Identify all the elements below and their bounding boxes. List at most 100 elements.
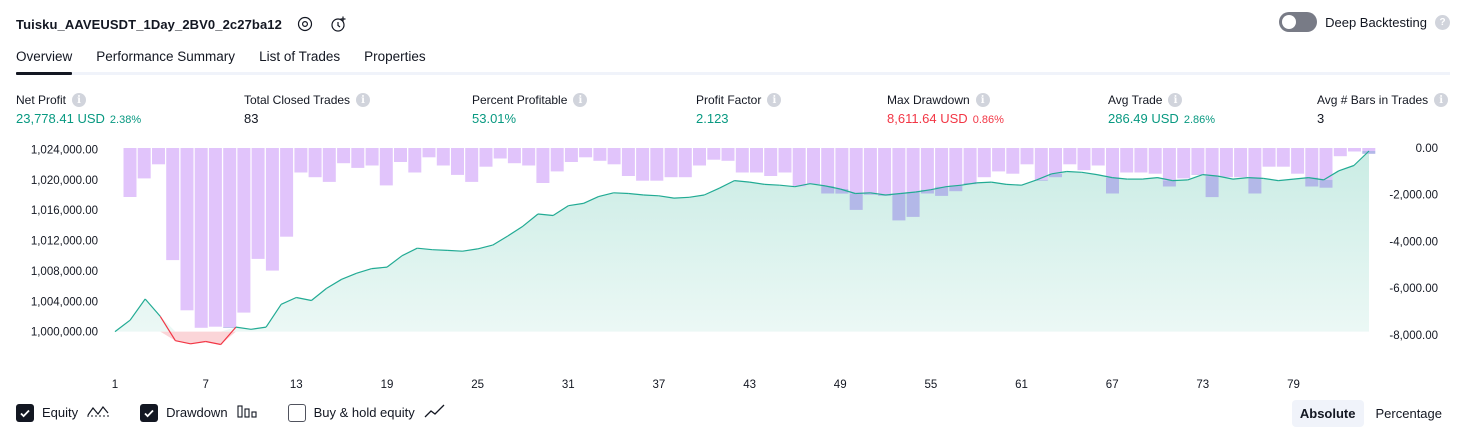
tab-properties[interactable]: Properties — [364, 49, 426, 64]
metric-percent: 0.86% — [972, 114, 1004, 126]
equity-line-segment — [114, 319, 131, 333]
equity-line-segment — [280, 296, 297, 305]
drawdown-bar — [550, 148, 564, 172]
drawdown-bar — [892, 148, 906, 194]
equity-line-segment — [598, 192, 614, 198]
settings-icon[interactable] — [294, 13, 316, 35]
drawdown-bar-overlap — [821, 185, 835, 194]
drawdown-bar — [408, 148, 422, 173]
equity-line-segment — [417, 247, 433, 251]
info-icon[interactable]: i — [72, 93, 87, 107]
equity-line-segment — [824, 185, 841, 190]
buy-hold-checkbox[interactable] — [287, 403, 306, 422]
right-axis-tick-label: -8,000.00 — [1389, 330, 1438, 342]
info-icon[interactable]: i — [767, 93, 782, 107]
drawdown-bar-overlap — [849, 193, 863, 210]
help-icon[interactable]: ? — [1435, 14, 1450, 30]
right-axis-tick-label: 0.00 — [1416, 143, 1438, 155]
equity-line-segment — [870, 192, 886, 196]
drawdown-bar-overlap — [920, 189, 934, 194]
drawdown-bar — [564, 148, 578, 162]
drawdown-bar — [280, 148, 294, 237]
legend-equity[interactable]: Equity — [16, 403, 110, 422]
legend-drawdown[interactable]: Drawdown — [140, 403, 257, 422]
metric-total-closed-trades: Total Closed Trades i 83 — [244, 93, 371, 126]
percentage-button[interactable]: Percentage — [1375, 406, 1443, 421]
equity-line-segment — [583, 196, 599, 204]
x-axis-tick-label: 61 — [1015, 379, 1028, 390]
toggle-knob — [1282, 15, 1297, 29]
legend-buy-hold[interactable]: Buy & hold equity — [287, 403, 447, 422]
equity-line-segment — [568, 202, 584, 207]
drawdown-bar-overlap — [1362, 151, 1376, 154]
info-icon[interactable]: i — [1168, 93, 1183, 107]
drawdown-bar — [1034, 148, 1048, 180]
equity-checkbox[interactable] — [16, 403, 34, 422]
tab-performance-summary[interactable]: Performance Summary — [96, 49, 236, 64]
drawdown-bar — [1205, 148, 1219, 177]
x-axis-tick-label: 25 — [471, 379, 484, 390]
info-icon[interactable]: i — [1434, 93, 1449, 107]
equity-line-segment — [1202, 174, 1218, 177]
strategy-title: Tuisku_AAVEUSDT_1Day_2BV0_2c27ba12 — [16, 16, 282, 32]
drawdown-bar — [1262, 148, 1276, 167]
equity-loss-area — [115, 331, 1369, 345]
equity-line-segment — [144, 298, 161, 317]
drawdown-bar — [1291, 148, 1305, 174]
deep-backtesting-toggle[interactable] — [1279, 12, 1318, 32]
left-axis-tick-label: 1,016,000.00 — [31, 205, 98, 217]
info-icon[interactable]: i — [975, 93, 990, 107]
drawdown-bar — [522, 148, 536, 166]
right-axis-tick-label: -2,000.00 — [1389, 190, 1438, 202]
metric-value: 286.49 USD — [1108, 111, 1179, 126]
equity-drawdown-chart: 1,024,000.00 1,020,000.00 1,016,000.00 1,01… — [31, 143, 1438, 390]
drawdown-bar — [906, 148, 920, 192]
x-axis-tick-label: 31 — [562, 379, 575, 390]
drawdown-bar — [365, 148, 379, 166]
drawdown-bar — [721, 148, 735, 161]
metric-label: Avg Trade — [1108, 93, 1163, 107]
metric-percent-profitable: Percent Profitable i 53.01% — [472, 93, 588, 126]
drawdown-bar — [807, 148, 820, 184]
drawdown-bar — [920, 148, 934, 190]
equity-line-segment — [991, 181, 1007, 185]
equity-line-segment — [764, 183, 780, 186]
x-axis-tick-label: 43 — [743, 379, 756, 390]
equity-line-segment — [1006, 183, 1022, 186]
drawdown-bar — [750, 148, 763, 173]
equity-line-segment — [1066, 170, 1082, 173]
drawdown-bar — [1191, 148, 1205, 175]
equity-line-segment — [613, 192, 629, 195]
drawdown-bar — [992, 148, 1006, 172]
equity-area — [115, 151, 1369, 332]
drawdown-bar-overlap — [935, 186, 949, 196]
drawdown-bar — [1276, 148, 1290, 167]
drawdown-bar-overlap — [863, 192, 877, 195]
drawdown-bar — [1091, 148, 1105, 166]
drawdown-bar — [977, 148, 991, 178]
info-icon[interactable]: i — [356, 93, 371, 107]
drawdown-bar — [137, 148, 151, 179]
drawdown-bar — [265, 148, 279, 271]
drawdown-bar — [1020, 148, 1034, 165]
tab-overview[interactable]: Overview — [16, 47, 73, 75]
equity-line-segment — [220, 326, 237, 345]
drawdown-bar — [707, 148, 721, 160]
equity-line-segment — [432, 249, 448, 251]
metrics-row: Net Profit i 23,778.41 USD 2.38% Total Clo… — [0, 93, 1466, 133]
drawdown-checkbox[interactable] — [140, 403, 159, 422]
add-alert-icon[interactable] — [328, 13, 350, 35]
drawdown-bar — [935, 148, 949, 187]
info-icon[interactable]: i — [573, 93, 588, 107]
drawdown-bar — [792, 148, 806, 187]
equity-line-segment — [235, 326, 252, 330]
equity-line-segment — [1232, 177, 1249, 180]
equity-line-segment — [190, 340, 206, 345]
absolute-button[interactable]: Absolute — [1291, 400, 1364, 427]
drawdown-bar-overlap — [949, 185, 963, 192]
drawdown-bar — [664, 148, 678, 178]
equity-line-segment — [159, 316, 176, 342]
x-axis-tick-label: 7 — [202, 379, 208, 390]
tab-list-of-trades[interactable]: List of Trades — [259, 49, 341, 64]
drawdown-bar — [223, 148, 237, 328]
